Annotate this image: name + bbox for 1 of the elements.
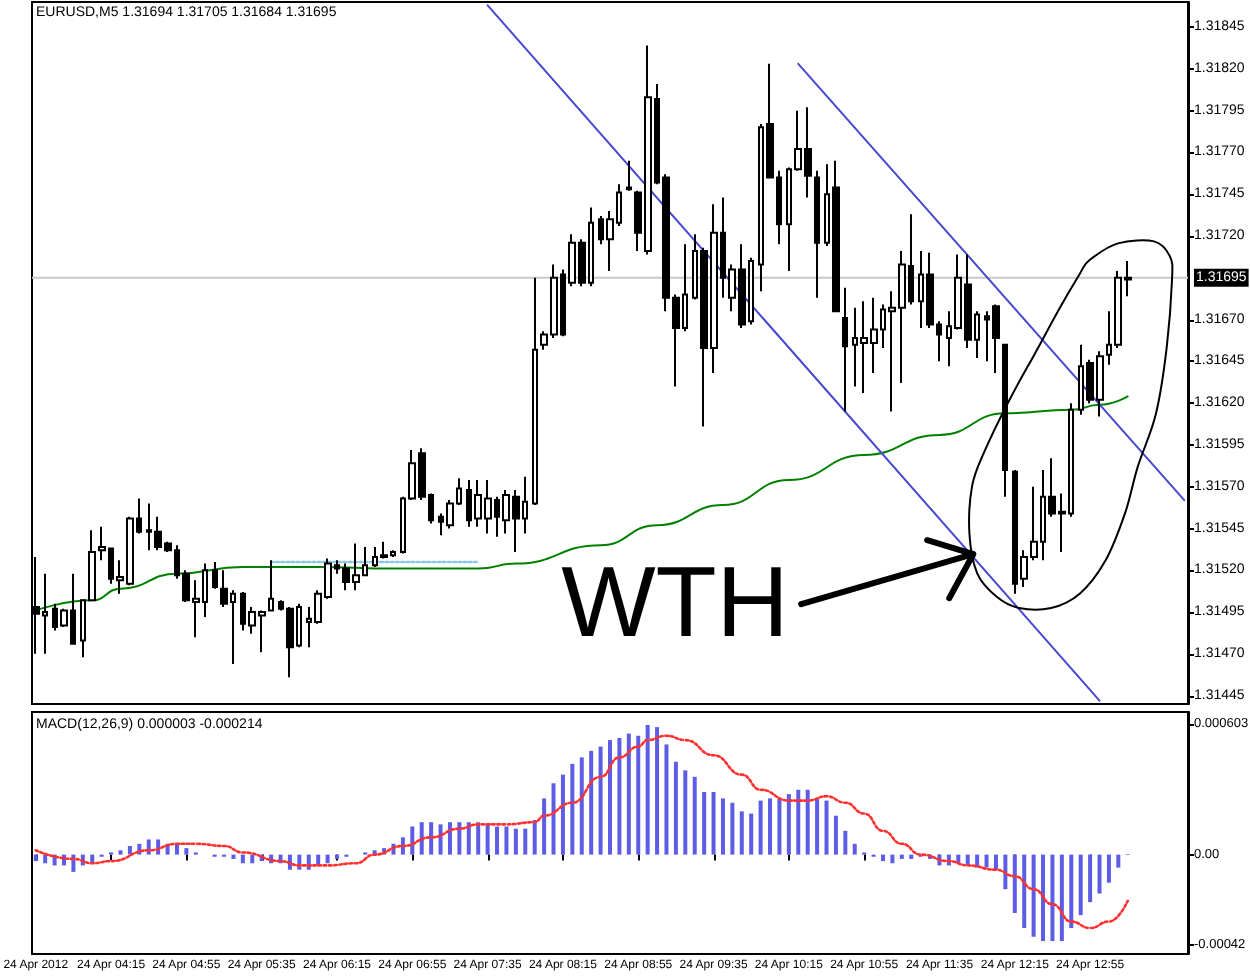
annotation: WTH — [561, 546, 789, 659]
